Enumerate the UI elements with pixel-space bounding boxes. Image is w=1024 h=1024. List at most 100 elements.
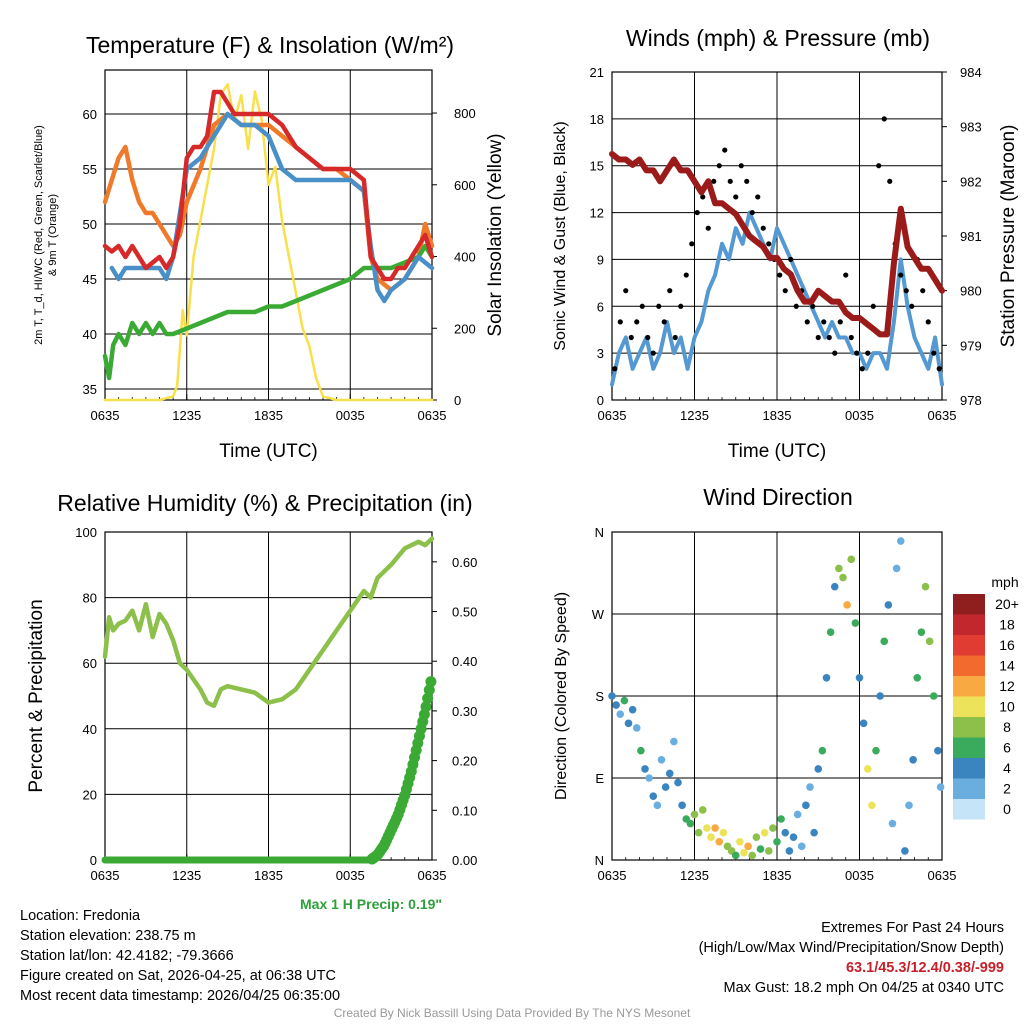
- wind-direction-point: [925, 637, 934, 646]
- x-tick-label: 1835: [254, 868, 283, 883]
- legend-swatch: [953, 696, 985, 717]
- wind-direction-point: [678, 801, 686, 810]
- wind-direction-point: [674, 778, 682, 787]
- wind-direction-point: [628, 705, 637, 714]
- x-tick-label: 0035: [336, 868, 365, 883]
- x-tick-label: 0635: [598, 868, 627, 883]
- gust-point: [881, 116, 887, 122]
- wind-direction-point: [934, 746, 942, 755]
- y-tick-label: 80: [83, 591, 97, 606]
- y2-tick-label: 0.20: [452, 754, 477, 769]
- y-axis-label: Direction (Colored By Speed): [553, 592, 570, 800]
- precip-point: [422, 692, 434, 704]
- x-tick-label: 1835: [254, 408, 283, 423]
- wind-direction-point: [859, 719, 868, 728]
- y2-tick-label: 800: [454, 106, 476, 121]
- y-tick-label: S: [595, 689, 604, 704]
- wind-direction-point: [814, 765, 823, 773]
- plot-frame: [104, 69, 433, 401]
- y-tick-label: 100: [75, 525, 97, 540]
- gust-point: [705, 225, 711, 231]
- x-tick-label: 0635: [418, 868, 447, 883]
- wind-direction-point: [711, 824, 719, 832]
- wind-direction-point: [872, 746, 880, 755]
- y2-axis-label: Station Pressure (Maroon): [998, 125, 1019, 348]
- wind-direction-point: [748, 851, 757, 860]
- wind-direction-point: [653, 801, 662, 810]
- gust-point: [612, 366, 618, 372]
- gust-point: [645, 334, 651, 341]
- max-precip-label: Max 1 H Precip: 0.19": [300, 896, 443, 912]
- wind-direction-point: [744, 842, 752, 851]
- y-tick-label: E: [595, 771, 604, 786]
- wind-direction-point: [826, 628, 835, 637]
- gust-point: [854, 350, 860, 356]
- legend-label: 16: [999, 637, 1015, 653]
- wind-direction-point: [641, 765, 649, 773]
- wind-direction-point: [698, 806, 707, 814]
- y2-tick-label: 978: [960, 393, 982, 408]
- wind-direction-point: [913, 673, 922, 682]
- elevation-text: Station elevation: 238.75 m: [20, 928, 196, 944]
- wind-direction-point: [781, 828, 790, 837]
- gust-point: [793, 303, 799, 309]
- x-tick-label: 1235: [172, 408, 201, 423]
- series-line-temp: [102, 89, 435, 282]
- wind-direction-point: [888, 819, 897, 828]
- wind-direction-point: [661, 783, 670, 791]
- legend-swatch: [953, 594, 985, 615]
- y-tick-label: 40: [83, 327, 97, 342]
- x-tick-label: 0635: [928, 868, 957, 883]
- location-text: Location: Fredonia: [20, 908, 141, 924]
- speed-legend: mph 20+ 18 16 14 12 10 8 6 4 2 0: [953, 574, 1019, 820]
- x-tick-label: 0035: [845, 408, 874, 423]
- y2-tick-label: 0.40: [452, 654, 477, 669]
- wind-direction-point: [905, 801, 913, 810]
- legend-label: 10: [999, 699, 1015, 715]
- gust-point: [749, 209, 755, 216]
- legend-label: 0: [1003, 801, 1011, 817]
- wind-direction-point: [637, 746, 645, 755]
- wind-direction-point: [740, 848, 748, 857]
- y2-tick-label: 979: [960, 338, 982, 353]
- y2-tick-label: 0.00: [452, 853, 477, 868]
- gust-point: [859, 366, 865, 372]
- gust-point: [744, 178, 750, 184]
- credit-text: Created By Nick Bassill Using Data Provi…: [333, 1006, 691, 1020]
- y2-tick-label: 0.30: [452, 704, 477, 719]
- plot-frame: [611, 71, 943, 401]
- y2-tick-label: 0.10: [452, 803, 477, 818]
- x-tick-label: 1235: [680, 868, 709, 883]
- gust-point: [672, 334, 678, 341]
- gust-point: [755, 194, 761, 200]
- max-gust-text: Max Gust: 18.2 mph On 04/25 at 0340 UTC: [723, 980, 1004, 996]
- gust-point: [689, 241, 695, 247]
- wind-direction-point: [843, 601, 851, 609]
- wind-direction-point: [847, 555, 856, 564]
- y-tick-label: 60: [83, 656, 97, 671]
- wind-direction-point: [645, 774, 653, 782]
- wind-direction-point: [868, 801, 876, 810]
- gust-point: [639, 303, 645, 309]
- gust-point: [848, 334, 854, 341]
- x-tick-label: 1235: [172, 868, 201, 883]
- wind-direction-point: [731, 851, 740, 860]
- gust-point: [837, 319, 843, 325]
- wind-direction-point: [896, 537, 905, 545]
- legend-label: 2: [1003, 781, 1011, 797]
- wind-direction-point: [752, 833, 761, 842]
- gust-point: [821, 319, 827, 325]
- precip-point: [420, 701, 432, 713]
- gust-point: [931, 350, 937, 356]
- wind-direction-point: [921, 582, 930, 591]
- gust-point: [623, 288, 629, 294]
- y2-tick-label: 984: [960, 65, 982, 80]
- gust-point: [700, 194, 706, 200]
- wind-direction-point: [632, 724, 641, 732]
- gust-point: [925, 319, 931, 325]
- y2-tick-label: 0.50: [452, 605, 477, 620]
- wind-direction-point: [756, 845, 765, 853]
- gust-point: [628, 334, 634, 341]
- legend-swatch: [953, 614, 985, 635]
- wind-direction-point: [909, 755, 917, 764]
